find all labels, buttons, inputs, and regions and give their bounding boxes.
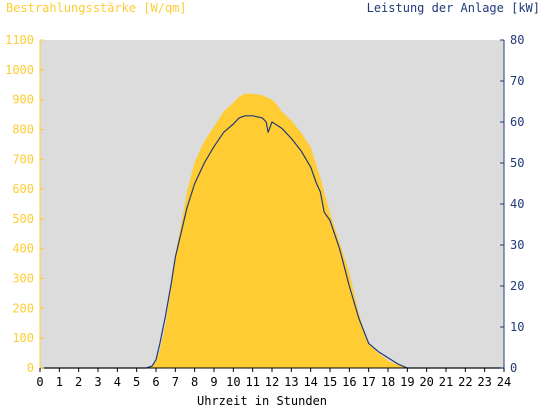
irradiance-area <box>40 93 504 368</box>
x-tick-label: 8 <box>191 375 198 389</box>
x-tick-label: 17 <box>361 375 375 389</box>
x-tick-label: 18 <box>381 375 395 389</box>
x-tick-label: 16 <box>342 375 356 389</box>
left-tick-label: 400 <box>12 242 34 256</box>
left-tick-label: 300 <box>12 272 34 286</box>
right-tick-label: 30 <box>510 238 524 252</box>
x-tick-label: 19 <box>400 375 414 389</box>
x-tick-label: 14 <box>303 375 317 389</box>
x-tick-label: 12 <box>265 375 279 389</box>
x-tick-label: 13 <box>284 375 298 389</box>
x-tick-label: 20 <box>419 375 433 389</box>
left-tick-label: 900 <box>12 93 34 107</box>
x-tick-label: 5 <box>133 375 140 389</box>
axes-layer: 0100200300400500600700800900100011000102… <box>5 33 524 389</box>
right-tick-label: 20 <box>510 279 524 293</box>
left-tick-label: 600 <box>12 182 34 196</box>
x-axis-title: Uhrzeit in Stunden <box>197 394 327 408</box>
x-tick-label: 6 <box>152 375 159 389</box>
left-tick-label: 500 <box>12 212 34 226</box>
right-tick-label: 10 <box>510 320 524 334</box>
x-tick-label: 22 <box>458 375 472 389</box>
x-tick-label: 3 <box>94 375 101 389</box>
left-tick-label: 800 <box>12 122 34 136</box>
x-tick-label: 9 <box>210 375 217 389</box>
right-tick-label: 60 <box>510 115 524 129</box>
left-axis-title: Bestrahlungsstärke [W/qm] <box>6 1 187 15</box>
x-tick-label: 11 <box>245 375 259 389</box>
x-tick-label: 7 <box>172 375 179 389</box>
x-tick-label: 24 <box>497 375 511 389</box>
x-tick-label: 2 <box>75 375 82 389</box>
x-tick-label: 10 <box>226 375 240 389</box>
left-tick-label: 100 <box>12 331 34 345</box>
x-tick-label: 15 <box>323 375 337 389</box>
left-tick-label: 0 <box>27 361 34 375</box>
right-tick-label: 0 <box>510 361 517 375</box>
power-line <box>40 115 504 369</box>
right-axis-title: Leistung der Anlage [kW] <box>367 1 540 15</box>
series-layer <box>40 93 504 369</box>
right-tick-label: 50 <box>510 156 524 170</box>
right-tick-label: 70 <box>510 74 524 88</box>
right-tick-label: 80 <box>510 33 524 47</box>
x-tick-label: 23 <box>477 375 491 389</box>
left-tick-label: 200 <box>12 301 34 315</box>
left-tick-label: 700 <box>12 152 34 166</box>
x-tick-label: 21 <box>439 375 453 389</box>
x-tick-label: 1 <box>56 375 63 389</box>
right-tick-label: 40 <box>510 197 524 211</box>
x-tick-label: 0 <box>36 375 43 389</box>
left-tick-label: 1000 <box>5 63 34 77</box>
left-tick-label: 1100 <box>5 33 34 47</box>
x-tick-label: 4 <box>114 375 121 389</box>
